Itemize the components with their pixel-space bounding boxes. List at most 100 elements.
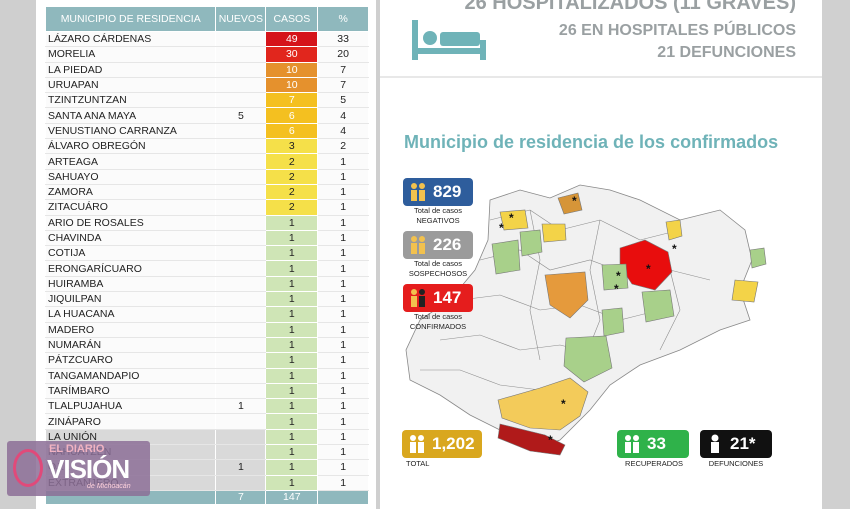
casos-cell: 10 [265, 61, 319, 78]
total-badge: 1,202 [402, 430, 482, 458]
pct-cell: 20 [317, 46, 369, 63]
recovered-value: 33 [647, 434, 666, 453]
nuevos-cell [215, 260, 267, 277]
pct-cell: 1 [317, 474, 369, 491]
casos-cell: 30 [265, 46, 319, 63]
table-row: ARTEAGA 2 1 [44, 153, 369, 170]
pct-cell: 1 [317, 260, 369, 277]
summary-panel: 26 HOSPITALIZADOS (11 GRAVES) 26 EN HOSP… [380, 0, 822, 509]
table-row: ÁLVARO OBREGÓN 3 2 [44, 138, 369, 155]
suspect-value: 226 [433, 235, 462, 254]
casos-cell: 1 [265, 321, 319, 338]
logo-emblem-icon [13, 449, 43, 487]
pct-cell: 1 [317, 444, 369, 461]
casos-cell: 2 [265, 168, 319, 185]
hospital-header: 26 HOSPITALIZADOS (11 GRAVES) 26 EN HOSP… [380, 0, 822, 78]
casos-cell: 10 [265, 76, 319, 94]
pct-cell: 1 [317, 199, 369, 216]
casos-cell: 1 [265, 413, 319, 430]
table-row: ERONGARÍCUARO 1 1 [44, 260, 369, 277]
municipio-cell: ZITACUÁRO [44, 199, 217, 216]
pct-cell: 1 [317, 275, 369, 293]
table-row: VENUSTIANO CARRANZA 6 4 [44, 122, 369, 140]
table-row: MORELIA 30 20 [44, 46, 369, 63]
watermark-logo: EL DIARIO VISIÓN de Michoacán [7, 441, 150, 496]
deaths-badge: 21* [700, 430, 772, 458]
map-marker: * [646, 262, 651, 276]
nuevos-cell [215, 336, 267, 354]
pct-cell: 1 [317, 382, 369, 400]
footer-nuevos: 7 [215, 489, 267, 505]
pct-cell: 1 [317, 398, 369, 415]
casos-cell: 1 [265, 352, 319, 369]
casos-cell: 1 [265, 367, 319, 384]
negative-badge: 829 [403, 178, 473, 206]
confirmed-value: 147 [433, 288, 462, 307]
casos-cell: 3 [265, 138, 319, 155]
casos-cell: 1 [265, 260, 319, 277]
municipio-cell: PÁTZCUARO [44, 352, 217, 369]
casos-cell: 1 [265, 459, 319, 476]
casos-cell: 2 [265, 153, 319, 170]
people-icon [410, 435, 424, 453]
pct-cell: 1 [317, 168, 369, 185]
deaths-value: 21* [730, 434, 756, 453]
deaths-label: DEFUNCIONES [708, 459, 764, 468]
nuevos-cell [215, 168, 267, 185]
nuevos-cell [215, 183, 267, 201]
nuevos-cell [215, 229, 267, 247]
municipio-cell: NUMARÁN [44, 336, 217, 354]
nuevos-cell [215, 275, 267, 293]
nuevos-cell [215, 122, 267, 140]
watermark-main: VISIÓN [47, 454, 130, 484]
nuevos-cell [215, 382, 267, 400]
footer-blank [317, 489, 369, 505]
pct-cell: 1 [317, 214, 369, 231]
deaths-count-header: 21 DEFUNCIONES [657, 44, 796, 61]
municipio-cell: URUAPAN [44, 76, 217, 94]
nuevos-cell [215, 428, 267, 446]
pct-cell: 7 [317, 61, 369, 78]
pct-cell: 4 [317, 107, 369, 124]
nuevos-cell [215, 214, 267, 231]
nuevos-cell [215, 153, 267, 170]
table-row: ARIO DE ROSALES 1 1 [44, 214, 369, 231]
casos-cell: 1 [265, 291, 319, 308]
table-row: NUMARÁN 1 1 [44, 336, 369, 354]
nuevos-cell [215, 413, 267, 430]
watermark-top: EL DIARIO [49, 443, 105, 455]
table-row: TLALPUJAHUA 1 1 1 [44, 398, 369, 415]
nuevos-cell [215, 30, 267, 48]
pct-cell: 1 [317, 321, 369, 338]
total-label: TOTAL [406, 459, 430, 468]
table-row: COTIJA 1 1 [44, 245, 369, 262]
map-marker: * [572, 194, 577, 208]
municipio-cell: CHAVINDA [44, 229, 217, 247]
map-marker: * [614, 282, 619, 296]
casos-cell: 1 [265, 428, 319, 446]
casos-cell: 6 [265, 107, 319, 124]
table-row: SANTA ANA MAYA 5 6 4 [44, 107, 369, 124]
pct-cell: 1 [317, 459, 369, 476]
negative-value: 829 [433, 182, 462, 201]
casos-cell: 6 [265, 122, 319, 140]
nuevos-cell: 5 [215, 107, 267, 124]
map-marker: * [499, 221, 504, 235]
table-row: LA PIEDAD 10 7 [44, 61, 369, 78]
table-row: TZINTZUNTZAN 7 5 [44, 92, 369, 109]
header-pct: % [317, 6, 369, 32]
municipio-cell: LA UNIÓN [44, 428, 217, 446]
person-icon [711, 434, 719, 453]
confirmed-badge: 147 [403, 284, 473, 312]
map-marker: * [548, 433, 553, 447]
right-frame [822, 0, 850, 509]
table-row: URUAPAN 10 7 [44, 76, 369, 94]
recovered-label: RECUPERADOS [625, 459, 683, 468]
pct-cell: 33 [317, 30, 369, 48]
pct-cell: 1 [317, 245, 369, 262]
header-nuevos: NUEVOS [215, 6, 267, 32]
pct-cell: 1 [317, 291, 369, 308]
table-row: MADERO 1 1 [44, 321, 369, 338]
nuevos-cell [215, 352, 267, 369]
municipio-cell: TZINTZUNTZAN [44, 92, 217, 109]
